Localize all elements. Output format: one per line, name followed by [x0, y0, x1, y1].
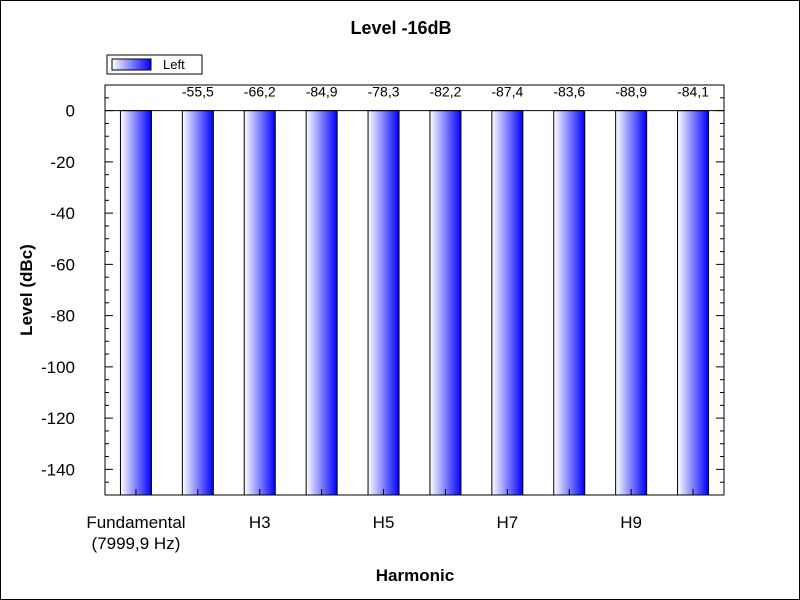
- bar: [243, 110, 276, 496]
- legend: Left: [106, 54, 203, 75]
- x-tick-label: Fundamental: [86, 513, 185, 532]
- bar: [677, 110, 710, 496]
- x-tick-label: (7999,9 Hz): [92, 534, 181, 553]
- bar: [491, 110, 524, 496]
- x-axis-title: Harmonic: [376, 566, 454, 585]
- data-label: -82,2: [429, 84, 461, 100]
- data-label: -84,1: [677, 84, 709, 100]
- x-tick-label: H7: [496, 513, 518, 532]
- bar: [367, 110, 400, 496]
- y-axis: 0 -20 -40 -60 -80 -100 -120 -140: [41, 97, 724, 483]
- x-tick-label: H9: [620, 513, 642, 532]
- bar: [181, 110, 214, 496]
- data-label: -55,5: [182, 84, 214, 100]
- bar: [429, 110, 462, 496]
- data-labels-group: -55,5 -66,2 -84,9 -78,3 -82,2 -87,4 -83,6 -88,9…: [182, 84, 709, 100]
- y-tick-label: 0: [66, 102, 75, 121]
- x-tick-label: H5: [373, 513, 395, 532]
- data-label: -88,9: [615, 84, 647, 100]
- bar: [615, 110, 648, 496]
- data-label: -87,4: [491, 84, 523, 100]
- x-axis: Fundamental (7999,9 Hz) H3 H5 H7 H9: [86, 489, 694, 553]
- data-label: -78,3: [368, 84, 400, 100]
- bar: [553, 110, 586, 496]
- y-tick-label: -100: [41, 358, 75, 377]
- x-tick-label: H3: [249, 513, 271, 532]
- y-tick-label: -40: [50, 204, 75, 223]
- y-tick-label: -80: [50, 307, 75, 326]
- legend-label: Left: [163, 57, 185, 72]
- bars-group: [119, 110, 710, 496]
- data-label: -83,6: [553, 84, 585, 100]
- data-label: -66,2: [244, 84, 276, 100]
- y-tick-label: -120: [41, 409, 75, 428]
- y-tick-label: -20: [50, 153, 75, 172]
- bar: [305, 110, 338, 496]
- bar: [119, 110, 152, 496]
- chart-title: Level -16dB: [350, 18, 451, 38]
- y-tick-label: -140: [41, 460, 75, 479]
- data-label: -84,9: [306, 84, 338, 100]
- legend-swatch: [111, 58, 152, 71]
- y-axis-title: Level (dBc): [17, 244, 36, 336]
- y-tick-label: -60: [50, 255, 75, 274]
